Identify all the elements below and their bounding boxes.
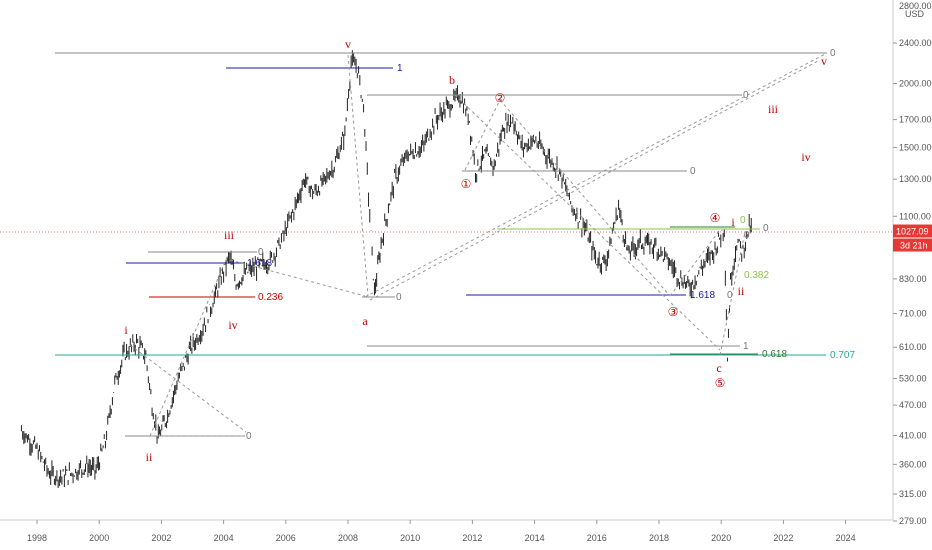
wave-label-b: b (449, 73, 455, 87)
x-tick-label: 2020 (711, 533, 731, 543)
x-tick-label: 2014 (525, 533, 545, 543)
y-tick-label-top: 2800.00 (899, 1, 932, 11)
countdown-badge (893, 238, 932, 252)
price-axis[interactable]: 279.00 315.00 360.00 410.00 470.00 530.00 610.… (892, 0, 932, 526)
y-tick-label: 2400.00 (899, 38, 932, 48)
wave-label-c4: ④ (710, 211, 721, 225)
wave-label-c2: ② (495, 91, 506, 105)
fib-label-r0b: 0 (744, 230, 750, 241)
wave-label-c1: ① (461, 177, 472, 191)
fib-label-r707: 0.707 (830, 350, 855, 361)
fib-label-r1: 1 (743, 341, 749, 352)
wave-label-c3: ③ (668, 305, 679, 319)
wave-label-fiii: iii (768, 102, 779, 116)
wave-label-i: i (124, 323, 128, 337)
y-tick-label: 410.00 (899, 430, 927, 440)
wave-label-c5: ⑤ (715, 376, 726, 390)
price-series (20, 50, 752, 489)
y-tick-label: 2000.00 (899, 78, 932, 88)
fib-lines (0, 52, 893, 437)
fib-label-r0c: 0 (740, 215, 746, 226)
fib-label-r618: 0.618 (762, 349, 787, 360)
x-tick-label: 2002 (151, 533, 171, 543)
x-tick-label: 2006 (276, 533, 296, 543)
y-tick-label: 315.00 (899, 489, 927, 499)
fib-label-w3_1618: 1.618 (247, 258, 272, 269)
x-tick-label: 2004 (214, 533, 234, 543)
fib-label-c1_0: 0 (690, 166, 696, 177)
y-tick-label: 530.00 (899, 373, 927, 383)
time-axis[interactable]: 1998 2000 2002 2004 2006 2008 2010 2012 2014 2016… (0, 519, 893, 543)
wave-label-ii: ii (146, 450, 153, 464)
y-tick-label: 1500.00 (899, 142, 932, 152)
fib-label-one_blue: 1 (397, 63, 403, 74)
x-tick-label: 2012 (462, 533, 482, 543)
x-tick-label: 2010 (400, 533, 420, 543)
wave-label-fi: i (731, 215, 735, 229)
x-tick-label: 2000 (89, 533, 109, 543)
fib-label-top0: 0 (830, 48, 836, 59)
wave-label-fiv: iv (801, 150, 810, 164)
y-tick-label: 710.00 (899, 309, 927, 319)
wave-label-fii: ii (738, 284, 745, 298)
wave-label-fv: v (821, 54, 827, 68)
x-tick-label: 2008 (338, 533, 358, 543)
fib-label-b0: 0 (743, 90, 749, 101)
countdown-label: 3d 21h (900, 241, 928, 251)
wave-label-v: v (345, 37, 351, 51)
wave-label-iv: iv (228, 318, 237, 332)
fib-label-w3_1618b: 1.618 (690, 290, 715, 301)
x-tick-label: 2018 (649, 533, 669, 543)
last-price-badge (893, 224, 932, 238)
wave-label-a: a (362, 314, 368, 328)
fib-label-r0: 0 (763, 223, 769, 234)
y-tick-label: 470.00 (899, 400, 927, 410)
projection-lines (129, 52, 828, 437)
y-tick-label: 1700.00 (899, 115, 932, 125)
y-tick-label: 279.00 (899, 516, 927, 526)
y-tick-label: 830.00 (899, 274, 927, 284)
wave-label-c: c (716, 361, 721, 375)
fib-label-a0: 0 (396, 292, 402, 303)
wave-label-iii: iii (224, 228, 235, 242)
y-tick-label: 1300.00 (899, 174, 932, 184)
y-tick-label: 610.00 (899, 342, 927, 352)
x-tick-label: 2016 (587, 533, 607, 543)
fib-label-r382: 0.382 (744, 270, 769, 281)
currency-label: USD (905, 9, 925, 19)
x-tick-label: 2024 (836, 533, 856, 543)
fib-label-ii0: 0 (246, 431, 252, 442)
x-tick-label: 2022 (773, 533, 793, 543)
y-tick-label: 360.00 (899, 459, 927, 469)
fib-label-w3_236: 0.236 (258, 292, 283, 303)
y-tick-label: 1100.00 (899, 211, 931, 221)
fib-label-w3_0: 0 (258, 247, 264, 258)
fib-label-end0: 0 (727, 290, 733, 301)
x-tick-label: 1998 (27, 533, 47, 543)
last-price-label: 1027.09 (896, 227, 929, 237)
